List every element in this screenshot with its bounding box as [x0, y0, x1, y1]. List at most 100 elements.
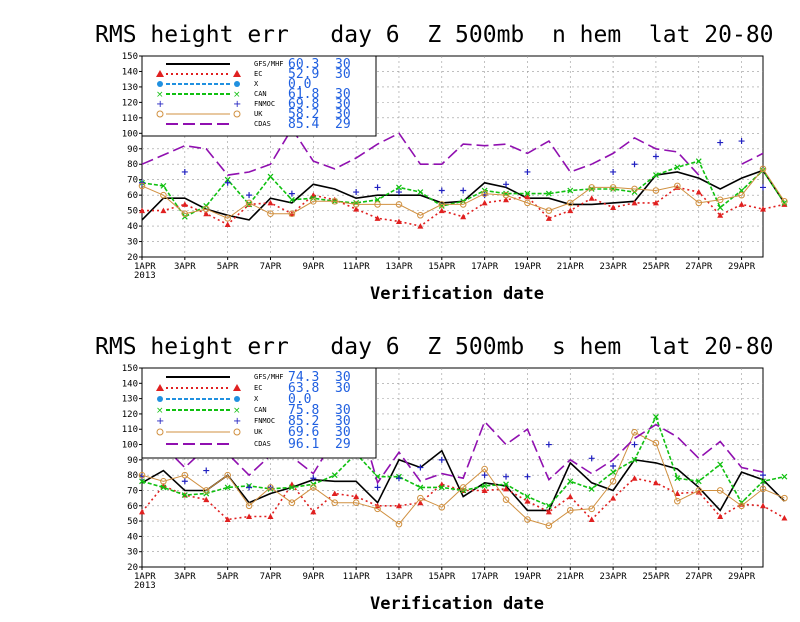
point-marker: [503, 473, 510, 480]
point-marker: [160, 191, 167, 199]
legend-mean: 75.8: [288, 403, 319, 418]
point-marker: [566, 199, 574, 207]
point-marker: [417, 211, 424, 219]
y-tick-label: 70: [127, 486, 138, 496]
x-tick-label: 9APR: [302, 262, 324, 272]
legend-mean: 58.2: [288, 107, 319, 122]
series-line: [141, 431, 785, 527]
legend-entry-cdas: CDAS 96.1 29: [166, 437, 351, 452]
y-tick-label: 60: [127, 502, 138, 512]
point-marker: [395, 189, 402, 196]
point-marker: [438, 207, 445, 214]
point-marker: [417, 189, 424, 195]
legend-count: 30: [335, 370, 351, 385]
point-marker: [353, 493, 360, 500]
y-tick-label: 130: [122, 395, 138, 405]
point-marker: [653, 172, 659, 178]
chart-panel-shem: RMS height err day 6 Z 500mb s hem lat 2…: [95, 334, 788, 614]
svg-text:+: +: [156, 99, 164, 110]
series-fnmoc: [139, 138, 766, 199]
point-marker: [652, 199, 659, 206]
point-marker: [181, 210, 189, 218]
legend-mean: 96.1: [288, 437, 319, 452]
point-marker: [781, 199, 788, 206]
series-cdas: [141, 405, 764, 485]
point-marker: [652, 439, 660, 447]
point-marker: [417, 223, 424, 229]
point-marker: [503, 485, 510, 492]
x-tick-label: 19APR: [514, 262, 542, 272]
point-marker: [503, 481, 509, 488]
point-marker: [224, 179, 231, 186]
point-marker: [609, 477, 617, 485]
point-marker: [738, 191, 745, 199]
svg-text:×: ×: [233, 406, 241, 416]
legend-entry-cdas: CDAS 85.4 29: [166, 117, 351, 132]
y-tick-label: 120: [122, 410, 138, 420]
plot-frame: [141, 367, 764, 568]
y-tick-label: 40: [127, 222, 138, 232]
point-marker: [760, 184, 766, 191]
point-marker: [759, 485, 767, 493]
plot-frame: [141, 55, 764, 258]
point-marker: [395, 475, 402, 482]
x-tick-label: 7APR: [260, 262, 282, 272]
plot-area: 20 30 40 50 60 70 80 90 100 110 120 130 140 150 1APR20…: [122, 52, 788, 281]
point-marker: [631, 185, 638, 193]
point-marker: [417, 484, 424, 491]
point-marker: [610, 168, 617, 175]
point-marker: [438, 456, 445, 463]
point-marker: [417, 499, 424, 506]
point-marker: [545, 190, 552, 197]
y-tick-label: 100: [122, 441, 138, 451]
point-marker: [695, 487, 703, 494]
y-tick-label: 100: [122, 129, 138, 139]
point-marker: [631, 199, 638, 206]
point-marker: [610, 469, 617, 476]
y-tick-label: 90: [127, 456, 138, 466]
point-marker: [588, 505, 595, 513]
x-tick-label: 9APR: [302, 572, 324, 582]
legend-count: 30: [335, 57, 351, 72]
point-marker: [695, 199, 703, 207]
point-marker: [160, 484, 167, 491]
legend-name: CAN: [254, 406, 267, 414]
series-uk: [138, 165, 788, 222]
series-cdas: [141, 127, 764, 176]
point-marker: [717, 139, 724, 146]
legend-mean: 0.0: [288, 392, 311, 407]
svg-text:+: +: [156, 416, 164, 427]
x-tick-label: 11APR: [343, 572, 371, 582]
point-marker: [160, 182, 167, 189]
y-tick-label: 80: [127, 160, 138, 170]
point-marker: [417, 464, 424, 471]
point-marker: [181, 471, 189, 479]
point-marker: [695, 189, 702, 195]
point-marker: [460, 213, 467, 220]
point-marker: [374, 505, 381, 513]
legend-entry-uk: UK 58.2 30: [156, 107, 351, 122]
point-marker: [353, 206, 360, 212]
point-marker: [716, 487, 724, 494]
x-tick-label: 7APR: [260, 572, 282, 582]
x-tick-label: 13APR: [385, 572, 413, 582]
point-marker: [160, 207, 167, 214]
x-tick-label: 29APR: [728, 572, 756, 582]
point-marker: [310, 508, 317, 515]
point-marker: [395, 201, 403, 208]
point-marker: [267, 210, 274, 218]
point-marker: [545, 508, 552, 515]
point-marker: [760, 206, 766, 212]
point-marker: [417, 494, 424, 502]
series-line: [141, 127, 764, 176]
point-marker: [395, 520, 403, 528]
point-marker: [674, 490, 681, 497]
legend-name: FNMOC: [254, 100, 275, 108]
point-marker: [288, 210, 296, 218]
legend-name: CAN: [254, 90, 267, 98]
series-fnmoc: [139, 441, 766, 491]
legend-name: X: [254, 395, 259, 403]
legend-count: 29: [335, 437, 351, 452]
point-marker: [781, 198, 788, 205]
point-marker: [438, 201, 446, 208]
